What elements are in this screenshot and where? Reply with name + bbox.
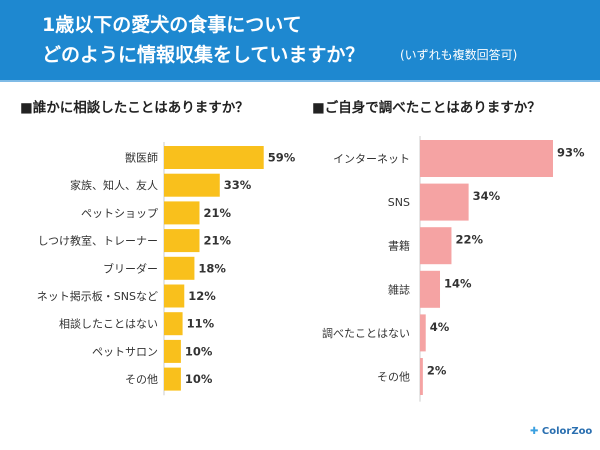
- category-label: 相談したことはない: [59, 317, 158, 331]
- bar: [164, 229, 200, 253]
- bar: [420, 270, 441, 308]
- value-label: 4%: [430, 320, 450, 334]
- category-label: ブリーダー: [103, 261, 158, 275]
- value-label: 33%: [224, 178, 252, 192]
- bar: [420, 314, 426, 352]
- category-label: その他: [377, 371, 410, 384]
- value-label: 18%: [198, 261, 226, 275]
- value-label: 12%: [188, 289, 216, 303]
- bar: [420, 140, 553, 177]
- bar: [420, 227, 452, 265]
- category-label: ネット掲示板・SNSなど: [37, 289, 158, 303]
- category-label: 家族、知人、友人: [70, 178, 158, 192]
- category-label: その他: [125, 373, 158, 386]
- title-line2: どのように情報収集をしていますか？: [42, 44, 365, 66]
- value-label: 34%: [473, 189, 501, 203]
- bar: [164, 367, 181, 391]
- bar: [164, 256, 195, 280]
- value-label: 22%: [455, 233, 483, 247]
- category-label: 調べたことはない: [322, 326, 410, 340]
- category-label: ペットサロン: [92, 345, 158, 358]
- bar: [164, 312, 183, 336]
- value-label: 14%: [444, 276, 472, 290]
- category-label: SNS: [388, 196, 410, 209]
- bar: [164, 201, 200, 225]
- value-label: 93%: [557, 146, 585, 160]
- category-label: しつけ教室、トレーナー: [38, 234, 158, 248]
- header-banner: 1歳以下の愛犬の食事について どのように情報収集をしていますか？ (いずれも複数…: [0, 0, 600, 82]
- value-label: 21%: [203, 234, 231, 248]
- value-label: 11%: [187, 317, 215, 331]
- bar: [164, 173, 220, 197]
- title-note: (いずれも複数回答可): [400, 48, 518, 62]
- value-label: 59%: [268, 151, 296, 165]
- title-line1: 1歳以下の愛犬の食事について: [42, 14, 302, 36]
- bar: [164, 339, 181, 363]
- category-label: 雑誌: [388, 282, 410, 296]
- category-label: 書籍: [388, 239, 410, 253]
- left-chart-title: ■誰かに相談したことはありますか？: [20, 100, 249, 116]
- value-label: 2%: [427, 364, 447, 378]
- bar: [164, 284, 185, 308]
- value-label: 10%: [185, 344, 213, 358]
- bar: [420, 358, 423, 395]
- bar: [164, 146, 264, 169]
- category-label: 獣医師: [125, 151, 158, 165]
- right-chart-title: ■ご自身で調べたことはありますか？: [312, 100, 541, 116]
- value-label: 21%: [203, 206, 231, 220]
- category-label: ペットショップ: [81, 207, 158, 220]
- bar: [420, 183, 469, 221]
- value-label: 10%: [185, 372, 213, 386]
- logo-text: ColorZoo: [541, 426, 593, 437]
- colorzoo-logo: ✚ ColorZoo: [530, 426, 593, 437]
- category-label: インターネット: [333, 153, 410, 166]
